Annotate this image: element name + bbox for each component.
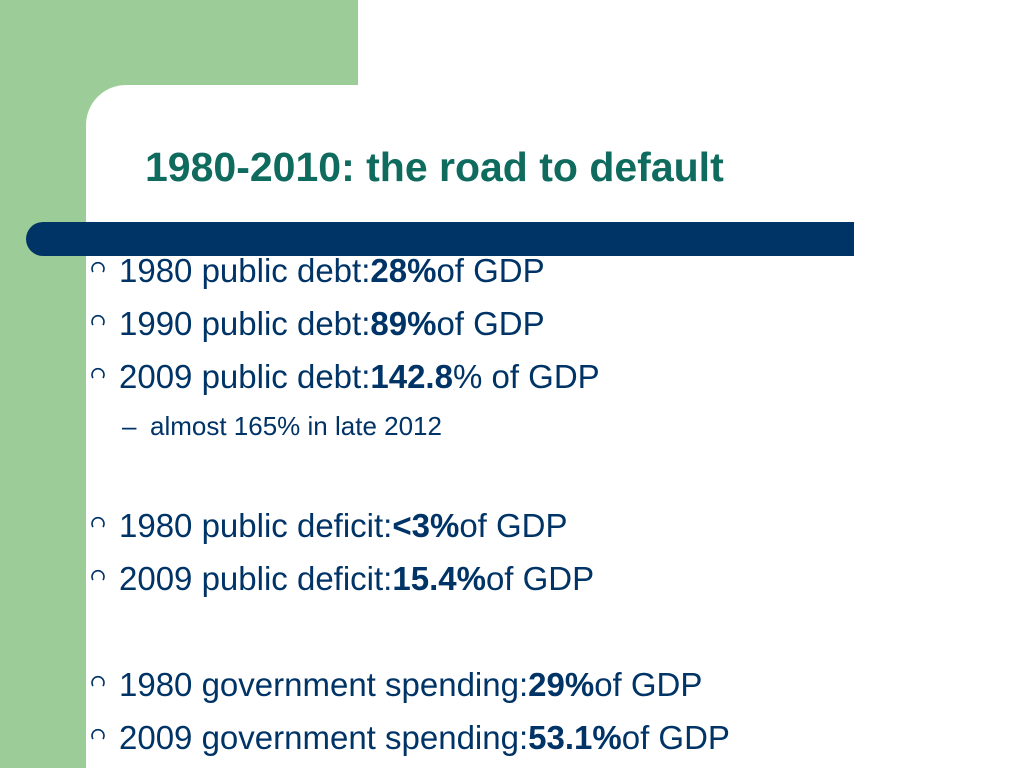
bullet-item: 1980 public debt: 28% of GDP (89, 246, 545, 296)
bullet-value: <3% (392, 507, 460, 544)
bullet-suffix: % of GDP (452, 358, 600, 395)
bullet-prefix: 1980 public deficit: (119, 507, 393, 544)
title-underline-bar (26, 222, 854, 256)
bullet-value: 89% (370, 305, 437, 342)
bullet-item: 2009 public deficit: 15.4% of GDP (89, 554, 594, 604)
bullet-prefix: 2009 public debt: (119, 358, 371, 395)
circle-bullet-icon (91, 516, 105, 528)
bullet-prefix: 2009 government spending: (119, 719, 529, 756)
bullet-suffix: of GDP (436, 305, 545, 342)
bullet-value: 28% (370, 252, 437, 289)
slide-title: 1980-2010: the road to default (145, 144, 724, 190)
circle-bullet-icon (91, 675, 105, 687)
circle-bullet-icon (91, 367, 105, 379)
bullet-prefix: 1980 government spending: (119, 666, 529, 703)
dash-bullet: – (122, 410, 137, 441)
bullet-prefix: 2009 public deficit: (119, 560, 393, 597)
bullet-value: 142.8 (370, 358, 453, 395)
bullet-item: 1980 government spending: 29% of GDP (89, 660, 702, 710)
sub-bullet-text: almost 165% in late 2012 (150, 410, 442, 441)
circle-bullet-icon (91, 569, 105, 581)
bullet-suffix: of GDP (485, 560, 595, 597)
bullet-prefix: 1990 public debt: (119, 305, 371, 342)
bullet-item: 2009 public debt: 142.8% of GDP (89, 352, 600, 402)
bullet-suffix: of GDP (436, 252, 545, 289)
circle-bullet-icon (91, 314, 105, 326)
bullet-item: 1990 public debt: 89% of GDP (89, 299, 545, 349)
bullet-value: 15.4% (392, 560, 486, 597)
bullet-item: 2009 government spending: 53.1% of GDP (89, 713, 730, 763)
content-card (86, 85, 1024, 768)
bullet-suffix: of GDP (594, 666, 703, 703)
sub-bullet-item: – almost 165% in late 2012 (122, 408, 442, 444)
bullet-suffix: of GDP (459, 507, 568, 544)
bullet-item: 1980 public deficit: <3% of GDP (89, 501, 568, 551)
bullet-prefix: 1980 public debt: (119, 252, 371, 289)
bullet-value: 53.1% (528, 719, 622, 756)
circle-bullet-icon (91, 261, 105, 273)
bullet-value: 29% (528, 666, 595, 703)
circle-bullet-icon (91, 728, 105, 740)
bullet-suffix: of GDP (621, 719, 730, 756)
